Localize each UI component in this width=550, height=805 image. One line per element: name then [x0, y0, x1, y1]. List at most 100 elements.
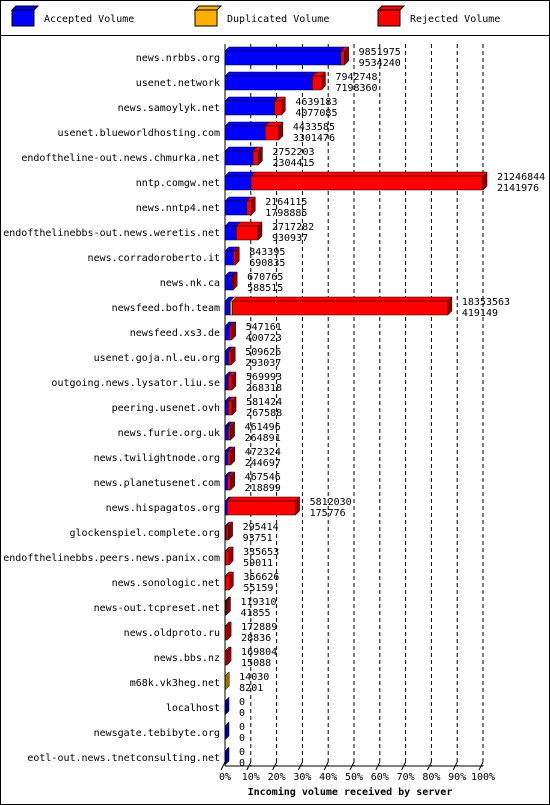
accepted-label: 588515: [247, 283, 283, 294]
accepted-label: 41855: [240, 608, 270, 619]
legend-swatch: [377, 9, 401, 27]
y-tick-label: newsfeed.bofh.team: [112, 303, 220, 314]
bar: [228, 375, 233, 391]
y-tick-label: outgoing.news.lysator.liu.se: [51, 378, 220, 389]
x-tick-label: 100%: [471, 772, 495, 783]
bar: [227, 475, 231, 491]
x-tick-label: 10%: [242, 772, 260, 783]
y-tick-label: newsfeed.xs3.de: [130, 328, 220, 339]
y-tick-label: news.samoylyk.net: [118, 103, 220, 114]
bar-side: [278, 121, 284, 141]
bar-side: [447, 296, 453, 316]
legend-label: Accepted Volume: [44, 14, 134, 25]
total-label: 0: [239, 747, 245, 758]
total-label: 119310: [240, 597, 276, 608]
total-label: 581424: [246, 397, 282, 408]
bar: [225, 575, 230, 591]
bar: [224, 450, 229, 466]
accepted-label: 59011: [243, 558, 273, 569]
total-label: 509626: [245, 347, 281, 358]
accepted-label: 2304415: [272, 158, 314, 169]
y-tick-label: newsgate.tebibyte.org: [94, 728, 220, 739]
bar-top: [226, 496, 301, 502]
bar: [227, 450, 231, 466]
bar: [224, 50, 342, 66]
bar: [224, 500, 228, 516]
bar: [224, 150, 254, 166]
bar-side: [231, 321, 236, 341]
bar: [224, 225, 237, 241]
total-label: 461496: [245, 422, 281, 433]
bar-top: [224, 96, 280, 102]
total-label: 4639183: [295, 97, 337, 108]
legend-swatch-top: [376, 5, 406, 11]
bar-side: [230, 421, 235, 441]
bar: [224, 350, 229, 366]
bar: [225, 525, 229, 541]
total-label: 172889: [241, 622, 277, 633]
y-tick-label: endofthelinebbs.peers.news.panix.com: [3, 553, 220, 564]
bar: [224, 475, 228, 491]
bar: [227, 400, 233, 416]
y-tick-label: news.nntp4.net: [136, 203, 220, 214]
y-tick-label: news.oldproto.ru: [124, 628, 220, 639]
bar: [224, 100, 275, 116]
bar-side: [251, 196, 256, 216]
legend-swatch-top: [193, 5, 223, 11]
total-label: 4433585: [293, 122, 335, 133]
bar-top: [231, 296, 453, 302]
x-tick-label: 50%: [345, 772, 363, 783]
bar: [224, 400, 229, 416]
y-tick-label: endoftheline-out.news.chmurka.net: [21, 153, 220, 164]
total-label: 547161: [246, 322, 282, 333]
bar: [312, 75, 322, 91]
accepted-label: 690835: [249, 258, 285, 269]
y-tick-label: news.nrbbs.org: [136, 53, 220, 64]
bar: [340, 50, 345, 66]
bar-side: [226, 646, 232, 666]
y-tick-label: endofthelinebbs-out.news.weretis.net: [3, 228, 220, 239]
total-label: 843395: [249, 247, 285, 258]
bar: [250, 175, 484, 191]
bar-side: [224, 671, 230, 691]
x-tick-label: 40%: [319, 772, 337, 783]
total-label: 472324: [245, 447, 281, 458]
bar-side: [231, 396, 237, 416]
accepted-label: 3301476: [293, 133, 335, 144]
accepted-label: 267588: [246, 408, 282, 419]
y-tick-label: news.hispagatos.org: [106, 503, 220, 514]
accepted-label: 264891: [245, 433, 281, 444]
accepted-label: 9534240: [359, 58, 401, 69]
bar: [224, 375, 229, 391]
accepted-label: 419149: [462, 308, 498, 319]
bar-side: [234, 246, 240, 266]
accepted-label: 28836: [241, 633, 271, 644]
bar-side: [281, 96, 286, 116]
accepted-label: 930937: [272, 233, 308, 244]
total-label: 9851975: [359, 47, 401, 58]
bar-side: [224, 721, 230, 741]
bar-top: [224, 171, 256, 177]
total-label: 21246844: [497, 172, 545, 183]
bar-side: [224, 746, 230, 766]
y-tick-label: glockenspiel.complete.org: [69, 528, 220, 539]
x-tick-label: 70%: [397, 772, 415, 783]
bar-top: [224, 146, 258, 152]
bar: [226, 500, 296, 516]
total-label: 0: [239, 697, 245, 708]
y-tick-label: news.corradoroberto.it: [88, 253, 220, 264]
bar: [224, 75, 313, 91]
bar-top: [224, 196, 252, 202]
accepted-label: 175776: [310, 508, 346, 519]
bar-side: [321, 71, 326, 91]
accepted-label: 8201: [239, 683, 263, 694]
y-tick-label: news-out.tcpreset.net: [94, 603, 220, 614]
bar-side: [230, 346, 236, 366]
y-tick-label: usenet.blueworldhosting.com: [57, 128, 220, 139]
bar-side: [226, 596, 231, 616]
accepted-label: 218899: [245, 483, 281, 494]
y-tick-label: news.bbs.nz: [154, 653, 220, 664]
bar-side: [344, 46, 349, 66]
bar-side: [226, 621, 232, 641]
bar-top: [224, 71, 318, 77]
